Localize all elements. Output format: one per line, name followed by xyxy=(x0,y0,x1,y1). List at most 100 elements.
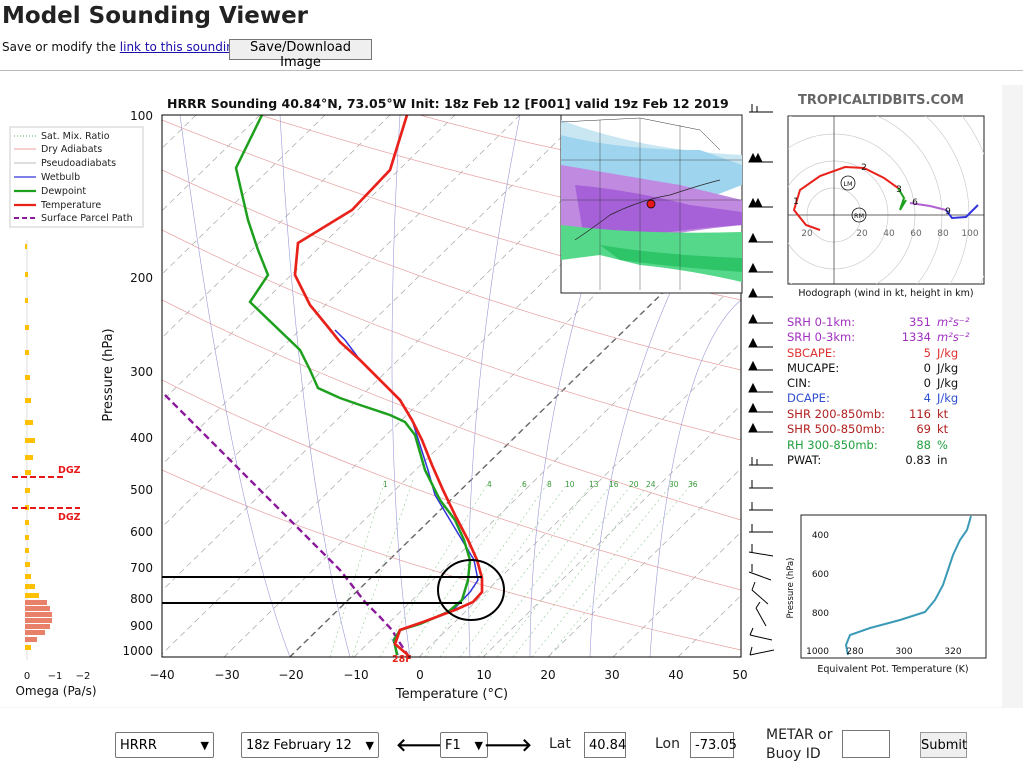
pressure-tick: 600 xyxy=(130,525,153,539)
temp-tick: 20 xyxy=(540,668,555,682)
index-value: 0 xyxy=(924,361,931,375)
hodo-height-label: 1 xyxy=(793,197,799,207)
pressure-tick: 800 xyxy=(130,592,153,606)
hodo-rm-label: RM xyxy=(854,212,864,220)
lon-input-value: -73.05 xyxy=(695,737,737,753)
temp-tick: 30 xyxy=(604,668,619,682)
lon-input[interactable]: -73.05 xyxy=(690,732,737,758)
index-unit: kt xyxy=(937,407,949,421)
hodo-height-label: 9 xyxy=(945,207,951,217)
theta-e-profile xyxy=(844,515,972,656)
omega-tick: −2 xyxy=(76,671,91,682)
index-label: SRH 0-3km: xyxy=(787,330,855,344)
legend-label: Wetbulb xyxy=(41,172,80,183)
hodograph: 20 20 40 60 80 100 1 2 3 6 9 LM RM Hodog… xyxy=(787,115,985,299)
index-label: SBCAPE: xyxy=(787,346,836,360)
next-hour-button[interactable]: 🡒 xyxy=(484,732,532,758)
model-select-value: HRRR xyxy=(120,737,157,753)
temperature-axis-label: Temperature (°C) xyxy=(395,687,508,702)
theta-e-ylabel: Pressure (hPa) xyxy=(786,558,796,619)
page-header: Model Sounding Viewer Save or modify the… xyxy=(0,0,1023,72)
legend-label: Temperature xyxy=(40,200,101,211)
index-value: 351 xyxy=(909,315,931,329)
dgz-label-bottom: DGZ xyxy=(58,512,81,523)
mix-label: 36 xyxy=(688,480,698,489)
index-label: RH 300-850mb: xyxy=(787,438,878,452)
hodo-ring-label: 80 xyxy=(937,229,949,239)
mix-label: 4 xyxy=(487,480,492,489)
sounding-title: HRRR Sounding 40.84°N, 73.05°W Init: 18z… xyxy=(167,96,729,111)
temp-tick: 10 xyxy=(476,668,491,682)
mix-label: 30 xyxy=(669,480,679,489)
hodo-lm-label: LM xyxy=(843,180,852,188)
lat-label: Lat xyxy=(549,736,571,752)
index-value: 69 xyxy=(916,422,931,436)
theta-e-ytick: 800 xyxy=(812,609,829,619)
index-label: CIN: xyxy=(787,376,811,390)
pressure-axis: 100 200 300 400 500 600 700 800 900 1000 xyxy=(122,109,153,658)
lat-input[interactable]: 40.84 xyxy=(584,732,626,758)
index-unit: m²s⁻² xyxy=(937,315,970,329)
index-label: DCAPE: xyxy=(787,391,830,405)
wind-barbs xyxy=(748,104,775,656)
temp-tick: −10 xyxy=(343,668,368,682)
pressure-tick: 900 xyxy=(130,619,153,633)
sounding-image: HRRR Sounding 40.84°N, 73.05°W Init: 18z… xyxy=(0,85,1002,707)
temp-tick: 50 xyxy=(732,668,747,682)
index-unit: J/kg xyxy=(936,346,958,360)
chevron-down-icon: ▼ xyxy=(365,738,374,752)
temp-tick: −40 xyxy=(149,668,174,682)
index-unit: % xyxy=(937,438,948,452)
theta-e-ytick: 400 xyxy=(812,531,829,541)
annotation-lines xyxy=(162,576,482,604)
theta-e-plot: 400 600 800 1000 280 300 320 Pressure (h… xyxy=(786,514,987,675)
mix-label: 24 xyxy=(646,480,656,489)
lat-input-value: 40.84 xyxy=(589,737,627,753)
hodograph-trace-red xyxy=(792,165,899,231)
save-download-button[interactable]: Save/Download Image xyxy=(229,39,372,70)
chevron-down-icon: ▼ xyxy=(200,738,209,752)
omega-axis-label: Omega (Pa/s) xyxy=(15,684,96,698)
index-unit: in xyxy=(937,453,947,467)
skewt-frame xyxy=(161,114,742,658)
run-select[interactable]: 18z February 12 ▼ xyxy=(241,732,379,758)
mixing-ratio-lines xyxy=(329,479,696,657)
hodo-ring-label: 20 xyxy=(801,229,813,239)
hodograph-caption: Hodograph (wind in kt, height in km) xyxy=(798,288,973,299)
theta-e-xlabel: Equivalent Pot. Temperature (K) xyxy=(817,664,968,675)
run-select-value: 18z February 12 xyxy=(246,737,352,753)
forecast-hour-select[interactable]: F1 ▼ xyxy=(440,732,488,758)
metar-input[interactable] xyxy=(842,730,890,758)
omega-tick: −1 xyxy=(48,671,63,682)
submit-button[interactable]: Submit xyxy=(920,732,967,758)
inset-map xyxy=(560,114,743,294)
hodo-ring-label: 40 xyxy=(883,229,895,239)
omega-tick: 0 xyxy=(24,671,30,682)
dewpoint-profile xyxy=(234,115,472,656)
index-unit: m²s⁻² xyxy=(937,330,970,344)
pressure-tick: 300 xyxy=(130,365,153,379)
model-select[interactable]: HRRR ▼ xyxy=(115,732,214,758)
omega-profile: DGZ DGZ 0 −1 −2 Omega (Pa/s) xyxy=(12,240,97,698)
hodo-ring-label: 60 xyxy=(910,229,922,239)
arrow-left-icon: 🡐 xyxy=(395,734,445,756)
hodograph-trace-blue xyxy=(945,204,979,220)
index-label: SRH 0-1km: xyxy=(787,315,855,329)
mix-label: 16 xyxy=(609,480,619,489)
index-unit: J/kg xyxy=(936,391,958,405)
index-unit: J/kg xyxy=(936,361,958,375)
previous-hour-button[interactable]: 🡐 xyxy=(396,732,444,758)
subline-prefix: Save or modify the xyxy=(2,40,120,54)
controls-bar: HRRR ▼ 18z February 12 ▼ 🡐 F1 ▼ 🡒 Lat 40… xyxy=(0,715,1023,768)
temperature-axis: −40 −30 −20 −10 0 10 20 30 40 50 xyxy=(149,668,747,682)
pressure-tick: 400 xyxy=(130,431,153,445)
annotation-circle xyxy=(437,559,505,621)
sounding-link[interactable]: link to this sounding xyxy=(119,40,242,54)
hodo-ring-label: 20 xyxy=(856,229,868,239)
index-unit: J/kg xyxy=(936,376,958,390)
index-value: 116 xyxy=(909,407,931,421)
brand-watermark: TROPICALTIDBITS.COM xyxy=(798,93,964,108)
hodo-ring-label: 100 xyxy=(961,229,978,239)
surface-temp-label: 28F xyxy=(392,654,412,665)
dgz-label-top: DGZ xyxy=(58,465,81,476)
